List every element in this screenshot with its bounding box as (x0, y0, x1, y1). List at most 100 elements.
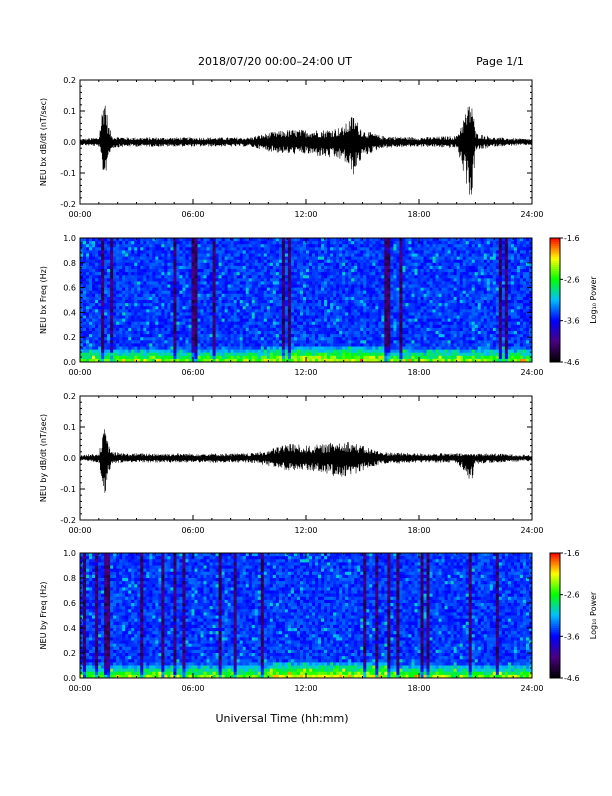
spectrogram-cell (113, 250, 116, 254)
spectrogram-cell (285, 343, 288, 347)
spectrogram-cell (417, 278, 420, 282)
spectrogram-cell (279, 337, 282, 341)
spectrogram-cell (219, 322, 222, 326)
spectrogram-cell (384, 322, 387, 326)
spectrogram-cell (143, 343, 146, 347)
spectrogram-cell (291, 322, 294, 326)
spectrogram-cell (173, 347, 176, 351)
spectrogram-cell (131, 275, 134, 279)
spectrogram-cell (80, 244, 83, 248)
spectrogram-cell (128, 275, 131, 279)
spectrogram-cell (122, 291, 125, 295)
spectrogram-cell (225, 238, 228, 242)
spectrogram-cell (345, 337, 348, 341)
spectrogram-cell (107, 306, 110, 310)
spectrogram-cell (185, 244, 188, 248)
spectrogram-cell (300, 257, 303, 261)
spectrogram-cell (261, 343, 264, 347)
spectrogram-cell (207, 312, 210, 316)
spectrogram-cell (228, 319, 231, 323)
spectrogram-cell (152, 340, 155, 344)
spectrogram-cell (399, 347, 402, 351)
spectrogram-cell (201, 334, 204, 338)
spectrogram-cell (411, 291, 414, 295)
spectrogram-cell (363, 250, 366, 254)
spectrogram-cell (273, 263, 276, 267)
spectrogram-cell (345, 303, 348, 307)
spectrogram-cell (143, 306, 146, 310)
spectrogram-cell (363, 257, 366, 261)
spectrogram-cell (381, 340, 384, 344)
spectrogram-cell (442, 291, 445, 295)
spectrogram-cell (191, 291, 194, 295)
spectrogram-cell (161, 260, 164, 264)
spectrogram-cell (387, 347, 390, 351)
spectrogram-cell (417, 306, 420, 310)
spectrogram-cell (213, 331, 216, 335)
spectrogram-cell (89, 278, 92, 282)
spectrogram-cell (414, 309, 417, 313)
spectrogram-cell (445, 340, 448, 344)
spectrogram-cell (294, 278, 297, 282)
x-tick-label: 24:00 (520, 210, 543, 219)
spectrogram-cell (167, 291, 170, 295)
spectrogram-cell (282, 309, 285, 313)
spectrogram-cell (348, 300, 351, 304)
spectrogram-cell (125, 266, 128, 270)
spectrogram-cell (436, 306, 439, 310)
spectrogram-cell (276, 337, 279, 341)
spectrogram-cell (198, 281, 201, 285)
spectrogram-cell (354, 288, 357, 292)
x-tick-label: 12:00 (294, 210, 317, 219)
spectrogram-cell (300, 306, 303, 310)
spectrogram-cell (339, 247, 342, 251)
spectrogram-cell (273, 285, 276, 289)
spectrogram-cell (104, 244, 107, 248)
spectrogram-cell (430, 328, 433, 332)
spectrogram-cell (107, 325, 110, 329)
spectrogram-cell (381, 337, 384, 341)
spectrogram-cell (288, 340, 291, 344)
spectrogram-cell (246, 291, 249, 295)
spectrogram-cell (357, 247, 360, 251)
spectrogram-cell (390, 340, 393, 344)
spectrogram-cell (164, 241, 167, 245)
spectrogram-cell (309, 337, 312, 341)
spectrogram-cell (98, 316, 101, 320)
spectrogram-cell (267, 257, 270, 261)
spectrogram-cell (309, 325, 312, 329)
spectrogram-cell (140, 343, 143, 347)
spectrogram-cell (219, 266, 222, 270)
spectrogram-cell (125, 334, 128, 338)
spectrogram-cell (195, 322, 198, 326)
spectrogram-cell (324, 328, 327, 332)
spectrogram-cell (366, 337, 369, 341)
spectrogram-cell (158, 322, 161, 326)
spectrogram-cell (436, 312, 439, 316)
spectrogram-cell (131, 303, 134, 307)
spectrogram-cell (252, 291, 255, 295)
spectrogram-cell (170, 247, 173, 251)
spectrogram-cell (288, 266, 291, 270)
spectrogram-cell (399, 266, 402, 270)
spectrogram-cell (110, 272, 113, 276)
spectrogram-cell (216, 334, 219, 338)
spectrogram-cell (384, 288, 387, 292)
spectrogram-cell (339, 343, 342, 347)
spectrogram-cell (411, 238, 414, 242)
spectrogram-cell (116, 278, 119, 282)
spectrogram-cell (201, 285, 204, 289)
spectrogram-cell (149, 337, 152, 341)
spectrogram-cell (396, 340, 399, 344)
spectrogram-cell (342, 281, 345, 285)
spectrogram-cell (158, 257, 161, 261)
spectrogram-cell (282, 257, 285, 261)
spectrogram-cell (327, 300, 330, 304)
spectrogram-cell (149, 319, 152, 323)
spectrogram-cell (143, 347, 146, 351)
spectrogram-cell (158, 337, 161, 341)
spectrogram-cell (234, 285, 237, 289)
spectrogram-cell (351, 257, 354, 261)
spectrogram-cell (312, 288, 315, 292)
spectrogram-cell (207, 353, 210, 357)
